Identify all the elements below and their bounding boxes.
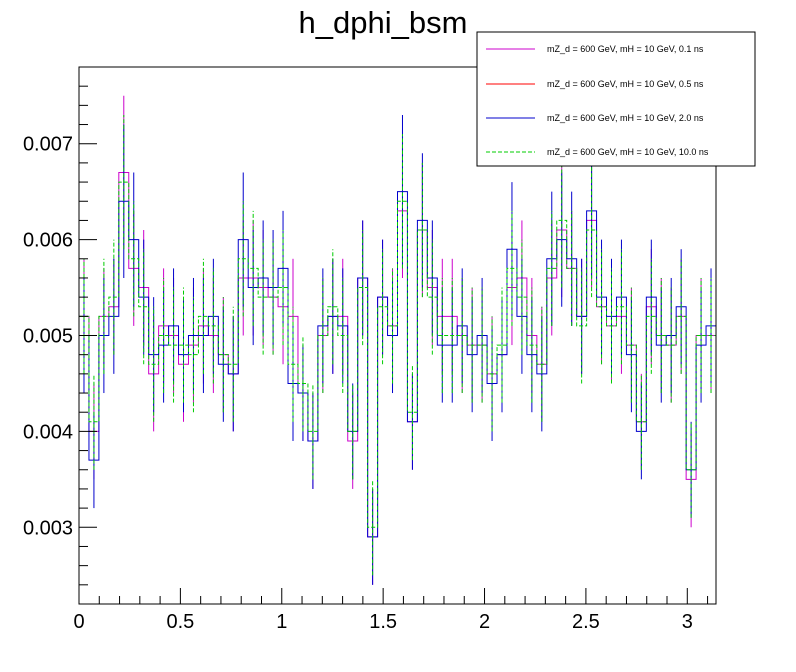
y-tick-label: 0.003 bbox=[23, 517, 73, 539]
series-layer bbox=[79, 95, 716, 585]
series-2 bbox=[79, 114, 716, 576]
x-tick-label: 0.5 bbox=[166, 611, 194, 633]
legend-label-1: mZ_d = 600 GeV, mH = 10 GeV, 0.5 ns bbox=[547, 79, 704, 89]
legend-entries: mZ_d = 600 GeV, mH = 10 GeV, 0.1 ns mZ_d … bbox=[486, 44, 709, 157]
legend-box bbox=[476, 31, 756, 167]
series-1-step-line bbox=[79, 191, 716, 538]
y-tick-label: 0.004 bbox=[23, 421, 73, 443]
x-tick-label: 2.5 bbox=[572, 611, 600, 633]
x-tick-label: 2 bbox=[479, 611, 490, 633]
axis-layer: 0 0.5 1 1.5 2 2.5 3 0.003 0.004 0.005 0.006 0.007 bbox=[23, 66, 709, 633]
legend-label-2: mZ_d = 600 GeV, mH = 10 GeV, 2.0 ns bbox=[547, 113, 704, 123]
x-tick-label: 1 bbox=[276, 611, 287, 633]
x-tick-label: 0 bbox=[73, 611, 84, 633]
chart-title: h_dphi_bsm bbox=[299, 5, 468, 40]
y-tick-label: 0.007 bbox=[23, 134, 73, 156]
x-tick-label: 3 bbox=[682, 611, 693, 633]
legend-label-3: mZ_d = 600 GeV, mH = 10 GeV, 10.0 ns bbox=[547, 147, 709, 157]
legend: mZ_d = 600 GeV, mH = 10 GeV, 0.1 ns mZ_d … bbox=[476, 31, 756, 167]
x-tick-label: 1.5 bbox=[369, 611, 397, 633]
y-tick-label: 0.005 bbox=[23, 326, 73, 348]
y-tick-label: 0.006 bbox=[23, 230, 73, 252]
legend-label-0: mZ_d = 600 GeV, mH = 10 GeV, 0.1 ns bbox=[547, 44, 704, 54]
